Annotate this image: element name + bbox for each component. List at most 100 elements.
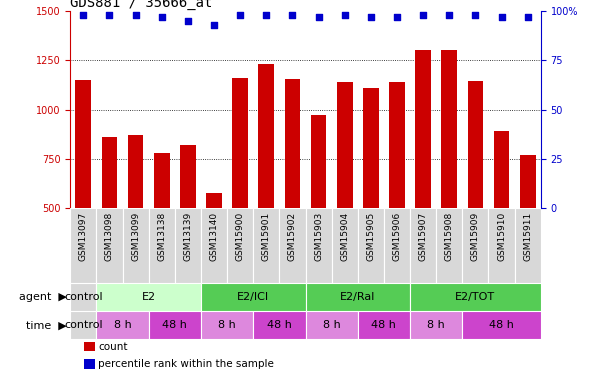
Text: GSM13139: GSM13139 bbox=[183, 212, 192, 261]
Bar bbox=[84, 342, 95, 351]
Bar bbox=[358, 311, 410, 339]
Bar bbox=[201, 283, 306, 311]
Text: GSM15909: GSM15909 bbox=[471, 212, 480, 261]
Text: E2: E2 bbox=[142, 292, 156, 302]
Text: count: count bbox=[98, 342, 128, 351]
Text: GSM15907: GSM15907 bbox=[419, 212, 428, 261]
Bar bbox=[332, 208, 358, 283]
Bar bbox=[253, 208, 279, 283]
Point bbox=[313, 14, 323, 20]
Text: E2/ICI: E2/ICI bbox=[237, 292, 269, 302]
Bar bbox=[206, 194, 222, 307]
Text: time  ▶: time ▶ bbox=[26, 320, 67, 330]
Bar bbox=[232, 78, 248, 307]
Text: control: control bbox=[64, 292, 103, 302]
Bar bbox=[70, 283, 97, 311]
Text: 8 h: 8 h bbox=[427, 320, 445, 330]
Bar bbox=[463, 208, 488, 283]
Point bbox=[183, 18, 193, 24]
Bar bbox=[441, 50, 457, 307]
Text: GSM15910: GSM15910 bbox=[497, 212, 506, 261]
Bar bbox=[253, 311, 306, 339]
Bar bbox=[306, 208, 332, 283]
Point bbox=[392, 14, 402, 20]
Bar bbox=[123, 208, 148, 283]
Bar bbox=[436, 208, 463, 283]
Bar bbox=[384, 208, 410, 283]
Bar bbox=[463, 311, 541, 339]
Point bbox=[366, 14, 376, 20]
Text: GSM13098: GSM13098 bbox=[105, 212, 114, 261]
Point bbox=[131, 12, 141, 18]
Bar bbox=[306, 283, 410, 311]
Point bbox=[209, 22, 219, 28]
Text: GSM15906: GSM15906 bbox=[392, 212, 401, 261]
Point bbox=[497, 14, 507, 20]
Point bbox=[470, 12, 480, 18]
Text: agent  ▶: agent ▶ bbox=[20, 292, 67, 302]
Text: GSM15905: GSM15905 bbox=[367, 212, 375, 261]
Bar bbox=[148, 311, 201, 339]
Text: GSM15903: GSM15903 bbox=[314, 212, 323, 261]
Bar bbox=[97, 311, 148, 339]
Bar bbox=[70, 311, 97, 339]
Text: GSM15902: GSM15902 bbox=[288, 212, 297, 261]
Bar bbox=[84, 358, 95, 369]
Bar bbox=[97, 283, 201, 311]
Text: E2/TOT: E2/TOT bbox=[455, 292, 496, 302]
Bar bbox=[154, 153, 170, 307]
Text: 8 h: 8 h bbox=[218, 320, 236, 330]
Bar bbox=[514, 208, 541, 283]
Text: GSM13140: GSM13140 bbox=[210, 212, 219, 261]
Text: GSM13099: GSM13099 bbox=[131, 212, 140, 261]
Text: GSM15900: GSM15900 bbox=[236, 212, 244, 261]
Point bbox=[444, 12, 454, 18]
Point bbox=[288, 12, 298, 18]
Bar bbox=[128, 135, 144, 307]
Text: GSM15901: GSM15901 bbox=[262, 212, 271, 261]
Text: GDS881 / 35666_at: GDS881 / 35666_at bbox=[70, 0, 213, 10]
Text: GSM15911: GSM15911 bbox=[523, 212, 532, 261]
Bar bbox=[279, 208, 306, 283]
Bar bbox=[410, 208, 436, 283]
Bar bbox=[97, 208, 123, 283]
Bar bbox=[258, 64, 274, 307]
Point bbox=[340, 12, 349, 18]
Point bbox=[419, 12, 428, 18]
Bar bbox=[410, 283, 541, 311]
Point bbox=[157, 14, 167, 20]
Text: 48 h: 48 h bbox=[489, 320, 514, 330]
Text: control: control bbox=[64, 320, 103, 330]
Bar bbox=[306, 311, 358, 339]
Bar bbox=[415, 50, 431, 307]
Text: 48 h: 48 h bbox=[371, 320, 397, 330]
Bar bbox=[285, 79, 300, 307]
Bar bbox=[467, 81, 483, 307]
Text: 48 h: 48 h bbox=[163, 320, 187, 330]
Text: 8 h: 8 h bbox=[114, 320, 131, 330]
Bar bbox=[337, 82, 353, 307]
Text: 8 h: 8 h bbox=[323, 320, 340, 330]
Bar bbox=[175, 208, 201, 283]
Bar bbox=[227, 208, 253, 283]
Point bbox=[262, 12, 271, 18]
Bar bbox=[201, 208, 227, 283]
Bar bbox=[488, 208, 514, 283]
Text: GSM13097: GSM13097 bbox=[79, 212, 88, 261]
Bar bbox=[311, 115, 326, 307]
Bar bbox=[76, 80, 91, 307]
Bar bbox=[410, 311, 463, 339]
Point bbox=[104, 12, 114, 18]
Bar bbox=[201, 311, 253, 339]
Bar bbox=[494, 131, 510, 307]
Bar bbox=[148, 208, 175, 283]
Text: percentile rank within the sample: percentile rank within the sample bbox=[98, 358, 274, 369]
Point bbox=[523, 14, 533, 20]
Bar bbox=[358, 208, 384, 283]
Point bbox=[78, 12, 88, 18]
Text: GSM15904: GSM15904 bbox=[340, 212, 349, 261]
Point bbox=[235, 12, 245, 18]
Text: GSM13138: GSM13138 bbox=[157, 212, 166, 261]
Bar bbox=[101, 137, 117, 307]
Text: E2/Ral: E2/Ral bbox=[340, 292, 376, 302]
